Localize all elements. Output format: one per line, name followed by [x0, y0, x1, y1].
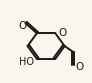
Text: O: O	[19, 21, 27, 31]
Text: O: O	[76, 62, 84, 72]
Text: HO: HO	[19, 57, 34, 67]
Text: O: O	[58, 28, 66, 38]
